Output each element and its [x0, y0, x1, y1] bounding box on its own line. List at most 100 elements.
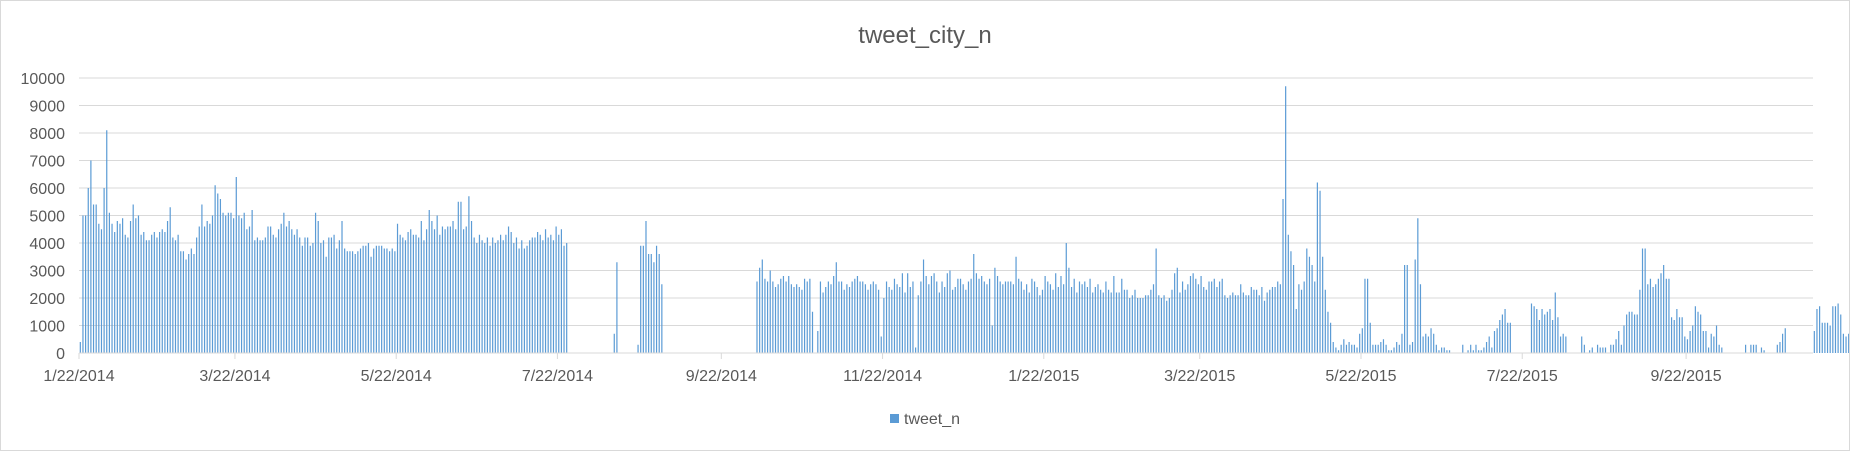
bar	[1412, 342, 1413, 353]
bar	[1010, 282, 1011, 354]
bar	[1510, 323, 1511, 353]
bar	[489, 246, 490, 353]
bar	[1137, 298, 1138, 353]
bar	[167, 221, 168, 353]
bar	[1148, 295, 1149, 353]
bar	[1417, 218, 1418, 353]
bar	[281, 224, 282, 353]
bar	[228, 213, 229, 353]
bar	[841, 282, 842, 354]
bar	[1163, 295, 1164, 353]
legend-swatch-tweet-n	[890, 414, 899, 423]
bar	[904, 293, 905, 354]
bar	[500, 235, 501, 353]
bar	[563, 246, 564, 353]
bar	[1629, 312, 1630, 353]
bar	[407, 232, 408, 353]
bar	[1140, 298, 1141, 353]
bar	[1018, 279, 1019, 353]
bar	[400, 235, 401, 353]
bar	[1227, 298, 1228, 353]
bar	[376, 246, 377, 353]
bar	[1343, 339, 1344, 353]
bar	[1750, 345, 1751, 353]
bar	[1441, 348, 1442, 354]
bar	[963, 284, 964, 353]
bar	[947, 273, 948, 353]
bar	[865, 284, 866, 353]
bar	[1536, 309, 1537, 353]
bar	[1330, 323, 1331, 353]
bar	[1380, 342, 1381, 353]
bar	[653, 262, 654, 353]
bar	[1248, 295, 1249, 353]
bar	[1000, 282, 1001, 354]
y-tick-label: 1000	[29, 319, 65, 336]
bar	[1066, 243, 1067, 353]
bar	[1037, 287, 1038, 353]
bar	[891, 290, 892, 353]
y-tick-label: 3000	[29, 264, 65, 281]
bar	[370, 257, 371, 353]
bar	[540, 235, 541, 353]
bar	[1504, 309, 1505, 353]
bar	[1042, 290, 1043, 353]
bar	[336, 249, 337, 354]
bar	[405, 240, 406, 353]
bar	[80, 342, 81, 353]
bar	[1676, 309, 1677, 353]
bar	[252, 210, 253, 353]
bar	[1097, 284, 1098, 353]
bar	[767, 282, 768, 354]
bar	[1433, 334, 1434, 353]
y-tick-label: 4000	[29, 236, 65, 253]
bar	[1711, 334, 1712, 353]
bar	[442, 227, 443, 354]
bar	[1745, 345, 1746, 353]
bar	[1534, 306, 1535, 353]
bar	[1383, 339, 1384, 353]
bar	[643, 246, 644, 353]
bar	[1235, 295, 1236, 353]
bar	[1507, 323, 1508, 353]
bar	[783, 276, 784, 353]
bar	[1274, 287, 1275, 353]
bar	[1370, 323, 1371, 353]
bar	[1005, 282, 1006, 354]
bar	[1409, 345, 1410, 353]
bar	[265, 238, 266, 354]
bar	[965, 290, 966, 353]
bar	[992, 326, 993, 354]
bar	[799, 287, 800, 353]
bar	[1613, 345, 1614, 353]
bar	[1489, 337, 1490, 354]
bar	[1708, 348, 1709, 354]
bar	[524, 249, 525, 354]
bar	[90, 161, 91, 354]
bar	[1153, 284, 1154, 353]
bar	[196, 238, 197, 354]
bar	[1071, 287, 1072, 353]
bar	[640, 246, 641, 353]
bar	[875, 284, 876, 353]
bar	[1182, 282, 1183, 354]
bar	[1470, 345, 1471, 353]
bar	[368, 243, 369, 353]
bar	[944, 287, 945, 353]
bar	[1423, 337, 1424, 354]
bar	[759, 268, 760, 353]
bar	[458, 202, 459, 353]
bar	[910, 287, 911, 353]
bar	[96, 205, 97, 354]
bar	[215, 185, 216, 353]
bar	[1029, 293, 1030, 354]
bar	[981, 276, 982, 353]
bar	[1261, 287, 1262, 353]
bar	[920, 282, 921, 354]
bar	[172, 238, 173, 354]
x-tick-label: 9/22/2015	[1651, 368, 1722, 385]
bar	[133, 205, 134, 354]
x-tick-label: 7/22/2015	[1487, 368, 1558, 385]
y-tick-label: 2000	[29, 291, 65, 308]
bar	[296, 229, 297, 353]
